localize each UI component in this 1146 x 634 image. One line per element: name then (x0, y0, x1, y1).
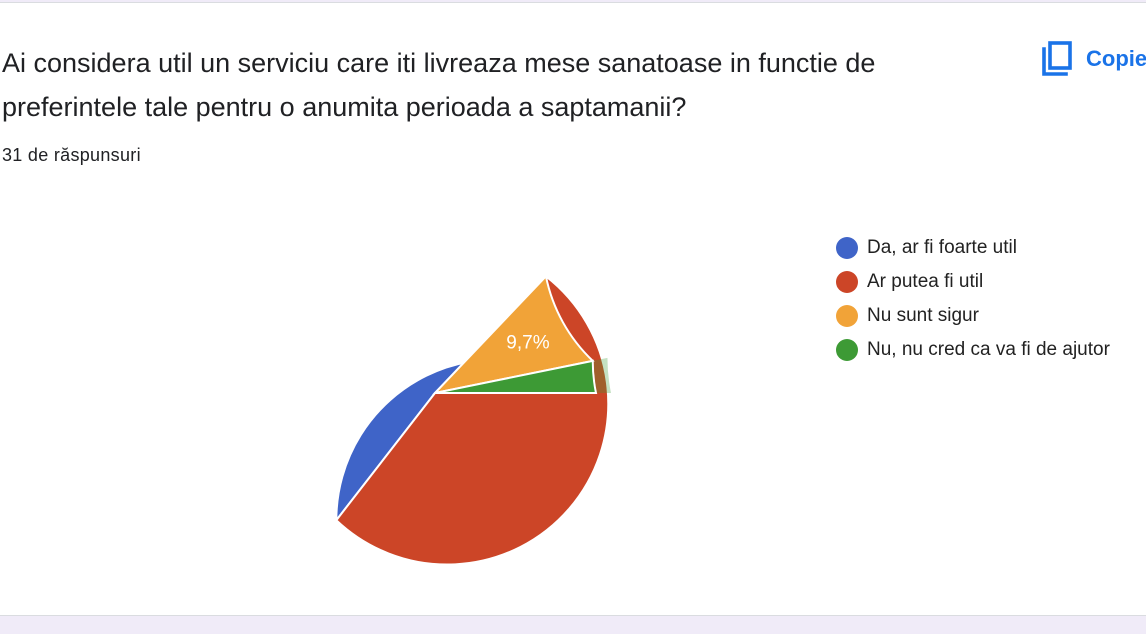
question-title: Ai considera util un serviciu care iti l… (2, 41, 1002, 129)
legend-label: Ar putea fi util (867, 271, 984, 292)
question-title-line-1: Ai considera util un serviciu care iti l… (2, 48, 876, 78)
legend-swatch (836, 305, 858, 327)
question-title-line-2: preferintele tale pentru o anumita perio… (2, 92, 687, 122)
pie-slice-nu-nu-cred-ca-va-fi-de-ajutor[interactable] (434, 359, 598, 394)
copy-icon (1038, 39, 1074, 79)
question-card: Ai considera util un serviciu care iti l… (0, 2, 1146, 616)
pie-chart: 35,5%51,6%9,7% (334, 274, 611, 566)
legend-item: Nu sunt sigur (836, 299, 1110, 333)
response-count: 31 de răspunsuri (2, 145, 141, 165)
legend-item: Ar putea fi util (836, 265, 1110, 299)
pie-slice-nu-sunt-sigur[interactable] (432, 274, 595, 395)
pie-data-label: 51,6% (337, 323, 391, 344)
copy-button-label: Copiere (1086, 46, 1146, 71)
legend-item: Da, ar fi foarte util (836, 231, 1110, 265)
legend-swatch (836, 237, 858, 259)
copy-button[interactable]: Copiere (1038, 39, 1146, 79)
chart-legend: Da, ar fi foarte util Ar putea fi util Nu … (836, 231, 1110, 367)
pie-data-label: 9,7% (506, 333, 549, 354)
legend-label: Nu sunt sigur (867, 305, 979, 326)
legend-label: Nu, nu cred ca va fi de ajutor (867, 339, 1110, 360)
legend-label: Da, ar fi foarte util (867, 237, 1017, 258)
legend-swatch (836, 339, 858, 361)
pie-slice-highlight-ring (593, 357, 611, 393)
legend-swatch (836, 271, 858, 293)
legend-item: Nu, nu cred ca va fi de ajutor (836, 333, 1110, 367)
